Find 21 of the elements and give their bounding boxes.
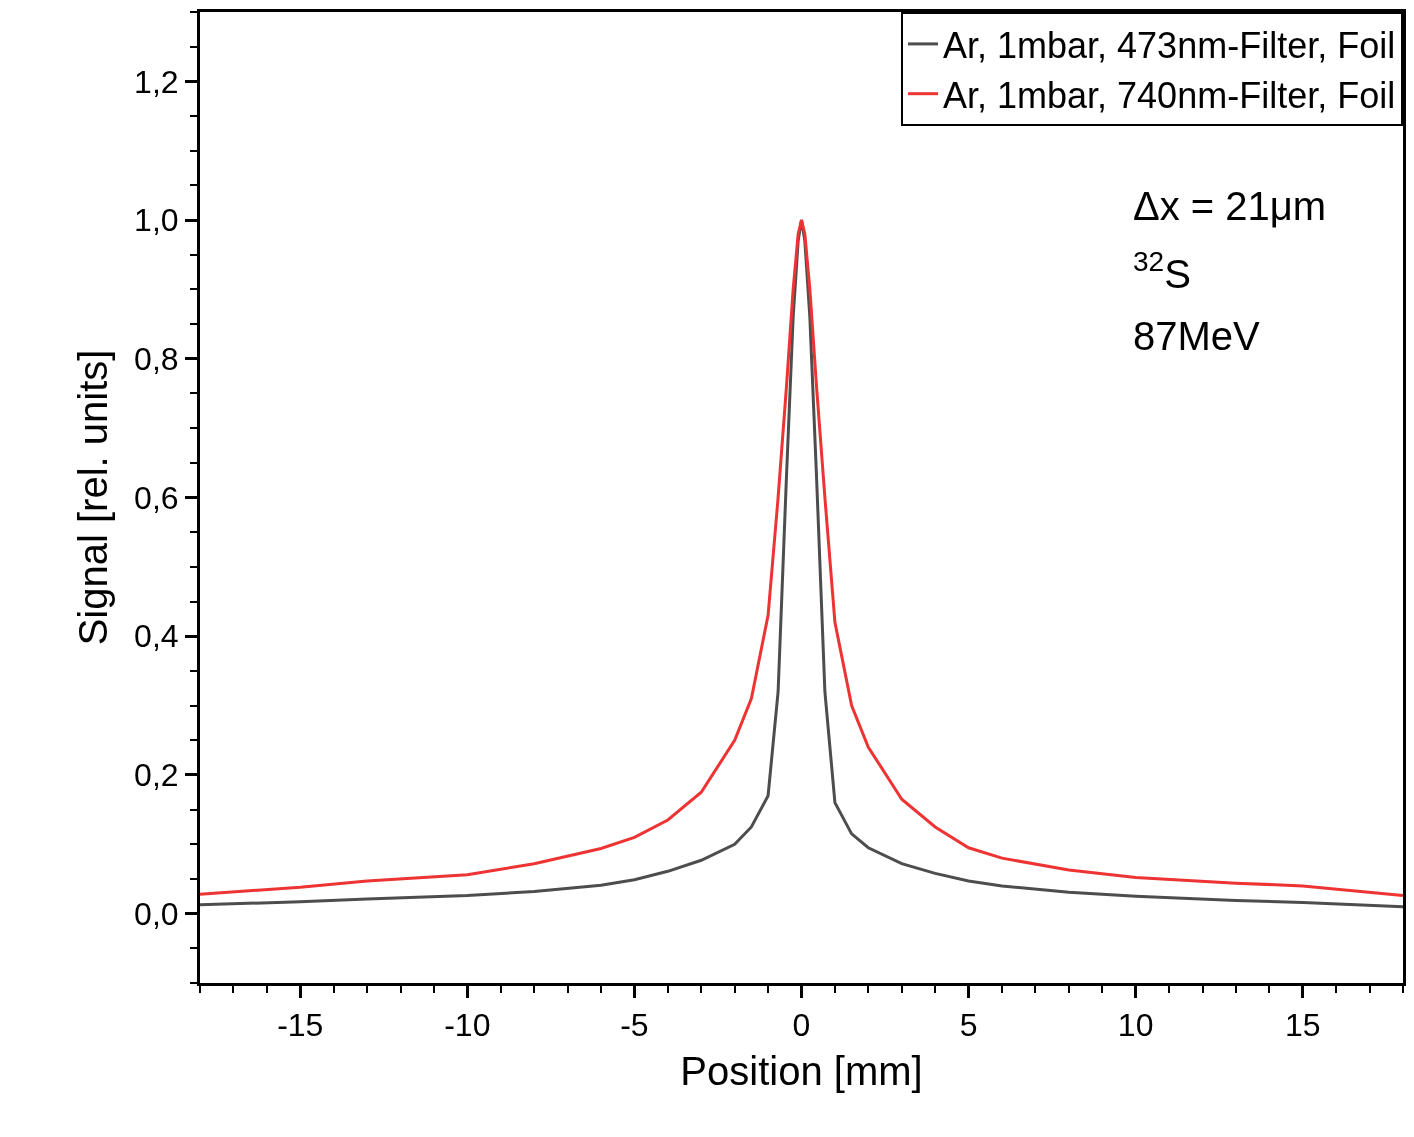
x-tick-label: 0 [792, 1007, 811, 1044]
y-tick-label: 0,4 [134, 618, 179, 655]
legend-label: Ar, 1mbar, 740nm-Filter, Foil [943, 74, 1396, 116]
x-tick-label: -15 [277, 1007, 324, 1044]
y-tick-label: 0,0 [134, 895, 179, 932]
y-tick-label: 1,2 [134, 63, 179, 100]
y-tick-label: 0,8 [134, 340, 179, 377]
x-axis-title: Position [mm] [680, 1048, 923, 1093]
x-tick-label: 10 [1117, 1007, 1154, 1044]
y-tick-label: 1,0 [134, 202, 179, 239]
x-tick-label: -10 [444, 1007, 491, 1044]
x-tick-label: 5 [959, 1007, 978, 1044]
x-tick-label: -5 [620, 1007, 649, 1044]
y-tick-label: 0,2 [134, 757, 179, 794]
legend-label: Ar, 1mbar, 473nm-Filter, Foil [943, 24, 1396, 66]
x-tick-label: 15 [1284, 1007, 1321, 1044]
y-axis-title: Signal [rel. units] [70, 349, 115, 646]
annotation: $^{32}$S [1133, 246, 1191, 296]
annotation: 87MeV [1133, 314, 1261, 358]
annotation: Δx = 21μm [1133, 184, 1327, 228]
y-tick-label: 0,6 [134, 479, 179, 516]
